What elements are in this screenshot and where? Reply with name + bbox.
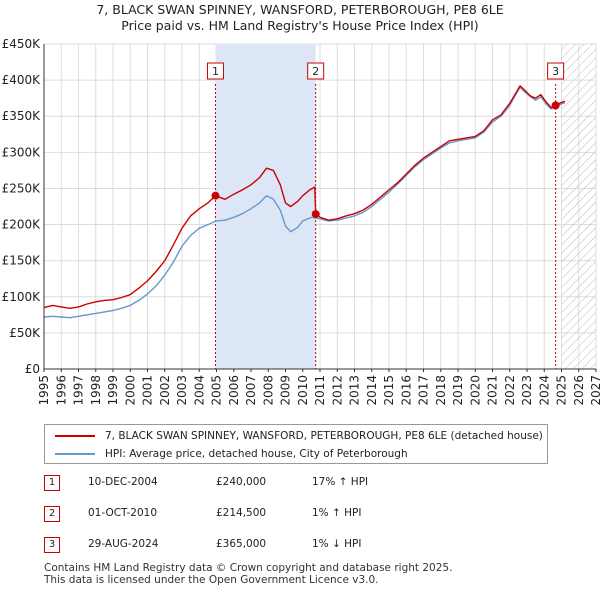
x-tick-label: 2014 — [365, 375, 379, 406]
y-tick-label: £250K — [2, 181, 42, 195]
sale-hpi-diff: 1% ↓ HPI — [312, 538, 362, 550]
x-tick-label: 2021 — [486, 375, 500, 406]
x-tick-label: 1999 — [106, 375, 120, 406]
x-tick-label: 2026 — [572, 375, 586, 406]
sale-price: £365,000 — [216, 538, 267, 550]
sale-label-number: 3 — [552, 65, 559, 78]
footer-copyright: Contains HM Land Registry data © Crown c… — [44, 562, 453, 574]
x-tick-label: 2007 — [244, 375, 258, 406]
sale-point — [551, 101, 560, 110]
footer-licence: This data is licensed under the Open Gov… — [44, 574, 379, 586]
sale-price: £240,000 — [216, 476, 267, 488]
x-tick-label: 1997 — [72, 375, 86, 406]
sale-hpi-diff: 1% ↑ HPI — [312, 507, 362, 519]
x-tick-label: 1995 — [37, 375, 51, 406]
x-tick-label: 2009 — [279, 375, 293, 406]
sale-number: 1 — [44, 475, 60, 491]
legend-swatch-property — [55, 435, 95, 437]
x-tick-label: 1996 — [54, 375, 68, 406]
x-tick-label: 2002 — [158, 375, 172, 406]
sale-label-number: 2 — [312, 65, 319, 78]
sale-label-box — [206, 62, 224, 80]
highlight-band — [215, 44, 316, 369]
sale-row: 2 01-OCT-2010 £214,500 1% ↑ HPI — [44, 504, 564, 524]
title-line-2: Price paid vs. HM Land Registry's House … — [121, 18, 479, 33]
sale-date: 29-AUG-2024 — [88, 538, 159, 550]
x-tick-label: 2006 — [227, 375, 241, 406]
x-tick-label: 2027 — [589, 375, 600, 406]
y-tick-label: £50K — [9, 326, 41, 340]
legend-swatch-hpi — [55, 453, 95, 455]
y-tick-label: £200K — [2, 218, 42, 232]
forecast-hatch — [561, 44, 596, 369]
sale-row: 3 29-AUG-2024 £365,000 1% ↓ HPI — [44, 535, 564, 555]
y-tick-label: £100K — [2, 290, 42, 304]
x-tick-label: 2008 — [261, 375, 275, 406]
sale-number: 3 — [44, 537, 60, 553]
title-line-1: 7, BLACK SWAN SPINNEY, WANSFORD, PETERBO… — [96, 2, 504, 17]
x-tick-label: 2024 — [537, 375, 551, 406]
y-tick-label: £350K — [2, 109, 42, 123]
x-tick-label: 2004 — [192, 375, 206, 406]
y-tick-label: £450K — [2, 37, 42, 51]
x-tick-label: 2005 — [210, 375, 224, 406]
x-tick-label: 2017 — [417, 375, 431, 406]
sale-price: £214,500 — [216, 507, 267, 519]
legend-label-hpi: HPI: Average price, detached house, City… — [105, 448, 408, 460]
sale-label-box — [307, 62, 325, 80]
legend-label-property: 7, BLACK SWAN SPINNEY, WANSFORD, PETERBO… — [105, 430, 543, 442]
y-tick-label: £0 — [25, 362, 40, 376]
sale-date: 01-OCT-2010 — [88, 507, 157, 519]
sale-number: 2 — [44, 506, 60, 522]
y-tick-label: £300K — [2, 145, 42, 159]
x-tick-label: 2016 — [399, 375, 413, 406]
sale-hpi-diff: 17% ↑ HPI — [312, 476, 369, 488]
sale-label-box — [547, 62, 565, 80]
x-tick-label: 2003 — [175, 375, 189, 406]
legend: 7, BLACK SWAN SPINNEY, WANSFORD, PETERBO… — [44, 424, 548, 464]
x-tick-label: 2023 — [520, 375, 534, 406]
sale-point — [211, 191, 220, 200]
x-tick-label: 2015 — [382, 375, 396, 406]
sale-point — [311, 210, 320, 219]
footer: Contains HM Land Registry data © Crown c… — [44, 562, 452, 586]
x-tick-label: 2013 — [348, 375, 362, 406]
x-tick-label: 2011 — [313, 375, 327, 406]
y-tick-label: £400K — [2, 73, 42, 87]
x-tick-label: 2020 — [468, 375, 482, 406]
sale-row: 1 10-DEC-2004 £240,000 17% ↑ HPI — [44, 473, 564, 493]
chart-title: 7, BLACK SWAN SPINNEY, WANSFORD, PETERBO… — [0, 2, 600, 34]
x-tick-label: 2001 — [141, 375, 155, 406]
x-tick-label: 2010 — [296, 375, 310, 406]
x-tick-label: 1998 — [89, 375, 103, 406]
sale-label-number: 1 — [212, 65, 219, 78]
x-tick-label: 2025 — [555, 375, 569, 406]
x-tick-label: 2022 — [503, 375, 517, 406]
x-tick-label: 2012 — [330, 375, 344, 406]
x-tick-label: 2019 — [451, 375, 465, 406]
price-chart: 1 2 3 £0 £50K £100K £150K £200K £250K £300K £350K… — [2, 37, 600, 406]
x-tick-label: 2000 — [123, 375, 137, 406]
y-tick-label: £150K — [2, 254, 42, 268]
sale-date: 10-DEC-2004 — [88, 476, 158, 488]
x-tick-label: 2018 — [434, 375, 448, 406]
property-price-line — [44, 85, 566, 309]
